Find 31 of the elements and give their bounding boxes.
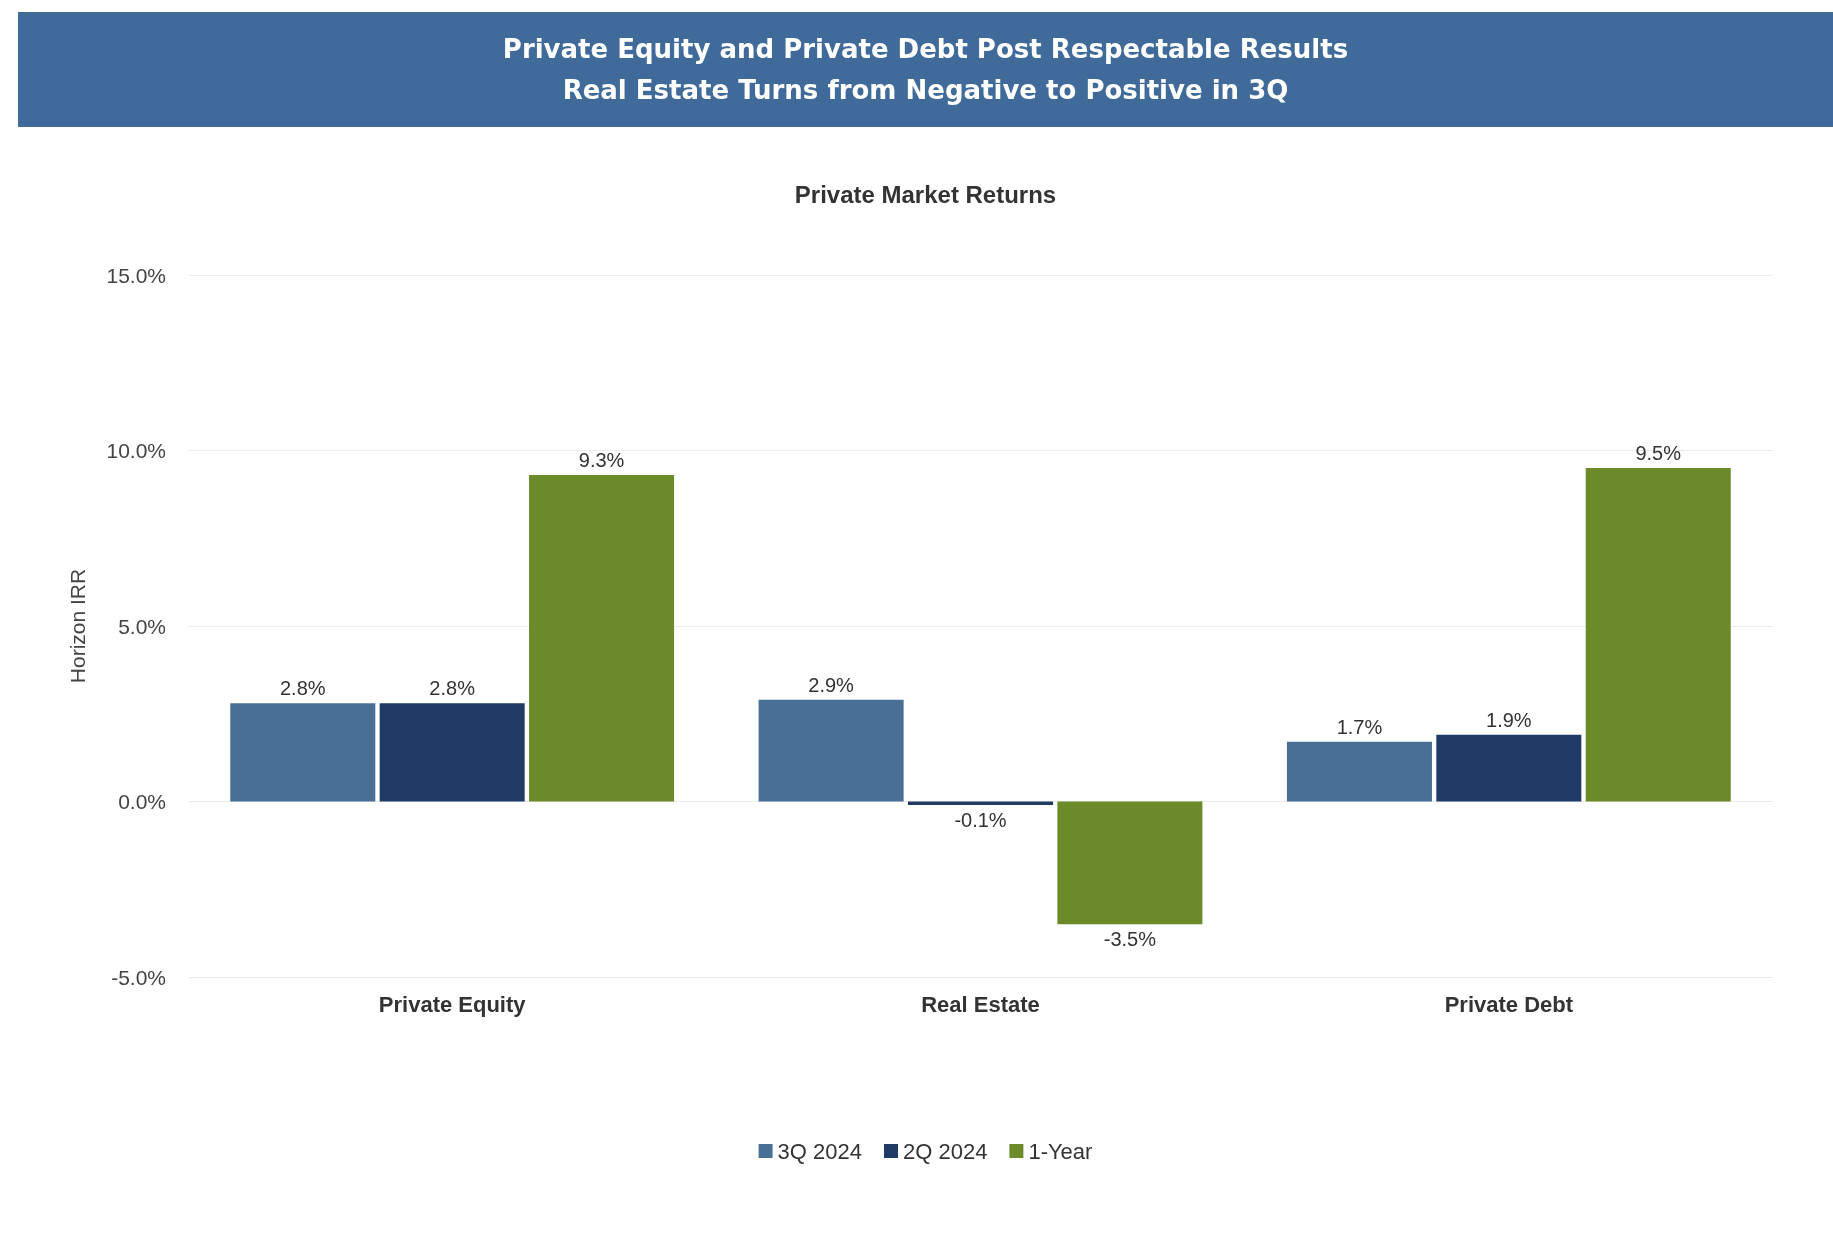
data-label: -0.1% <box>954 809 1007 832</box>
y-tick-label: 0.0% <box>118 790 166 813</box>
legend-label: 2Q 2024 <box>902 1138 988 1164</box>
data-label: 9.5% <box>1635 442 1682 465</box>
data-label: 1.9% <box>1486 708 1532 731</box>
x-tick-label: Real Estate <box>921 991 1040 1017</box>
legend-label: 1-Year <box>1028 1138 1093 1164</box>
y-tick-label: 15.0% <box>106 263 166 287</box>
y-tick-label: -5.0% <box>111 965 166 989</box>
bar <box>230 703 376 802</box>
bar <box>1585 468 1731 802</box>
chart-title: Private Equity and Private Debt Post Respectable Results Real Estate Turns from Negative to Positive in 3Q <box>18 12 1833 127</box>
y-tick-label: 5.0% <box>118 614 166 638</box>
data-label: -3.5% <box>1103 928 1157 951</box>
bar <box>379 703 525 802</box>
y-tick-label: 10.0% <box>106 439 166 462</box>
data-label: 9.3% <box>578 449 625 472</box>
bar <box>1057 801 1203 925</box>
legend-label: 3Q 2024 <box>777 1138 862 1164</box>
data-label: 2.9% <box>808 673 855 696</box>
data-label: 2.8% <box>279 677 326 700</box>
x-tick-label: Private Equity <box>378 991 527 1017</box>
bar <box>1286 741 1432 802</box>
bar <box>758 699 904 802</box>
x-tick-label: Private Debt <box>1444 991 1574 1017</box>
bar <box>529 475 675 802</box>
bar <box>1436 734 1582 802</box>
data-label: 1.7% <box>1336 715 1383 738</box>
data-label: 2.8% <box>429 677 476 700</box>
y-axis-title: Horizon IRR <box>66 568 89 684</box>
chart-subtitle: Private Market Returns <box>794 180 1057 208</box>
